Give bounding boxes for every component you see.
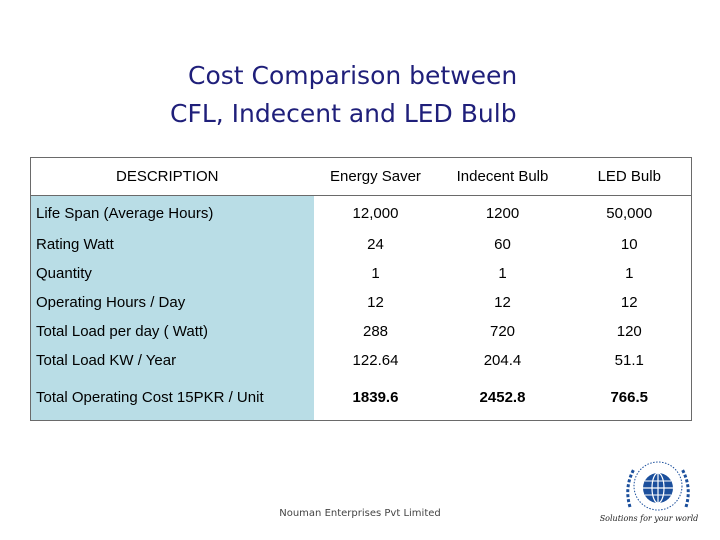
logo-tagline: Solutions for your world bbox=[599, 514, 699, 523]
cell-led-bulb: 120 bbox=[567, 317, 692, 346]
row-label: Rating Watt bbox=[30, 230, 314, 259]
cell-energy-saver: 1839.6 bbox=[313, 375, 438, 421]
cell-energy-saver: 122.64 bbox=[352, 352, 399, 369]
cell-indecent-bulb: 1200 bbox=[485, 204, 520, 222]
cell-indecent-bulb: 204.4 bbox=[483, 352, 522, 369]
footer-company-name: Nouman Enterprises Pvt Limited bbox=[279, 508, 441, 519]
header-led-bulb: LED Bulb bbox=[567, 157, 692, 196]
header-description: DESCRIPTION bbox=[30, 157, 314, 196]
table-row: Total Operating Cost 15PKR / Unit 1839.6… bbox=[30, 375, 692, 421]
table-row: Rating Watt 24 60 10 bbox=[30, 230, 692, 259]
cell-energy-saver: 288 bbox=[362, 323, 389, 340]
title-line-1: Cost Comparison between bbox=[188, 61, 518, 90]
header-energy-saver: Energy Saver bbox=[313, 157, 438, 196]
cell-led-bulb: 12 bbox=[567, 288, 692, 317]
cell-energy-saver: 24 bbox=[367, 236, 384, 253]
un-global-compact-globe-icon bbox=[626, 461, 690, 511]
un-global-compact-logo: Solutions for your world bbox=[600, 455, 698, 535]
row-label: Total Operating Cost 15PKR / Unit bbox=[30, 375, 314, 421]
table-row: Life Span (Average Hours) 12,000 1200 50… bbox=[30, 195, 692, 230]
cell-indecent-bulb: 1 bbox=[498, 265, 507, 282]
header-indecent-bulb: Indecent Bulb bbox=[437, 157, 568, 196]
table-header-row: DESCRIPTION Energy Saver Indecent Bulb L… bbox=[30, 157, 692, 196]
cell-indecent-bulb: 2452.8 bbox=[437, 375, 568, 421]
row-label: Total Load per day ( Watt) bbox=[30, 317, 314, 346]
comparison-table: DESCRIPTION Energy Saver Indecent Bulb L… bbox=[30, 157, 692, 421]
table-row: Total Load per day ( Watt) 288 720 120 bbox=[30, 317, 692, 346]
cell-indecent-bulb: 12 bbox=[494, 294, 511, 311]
row-label: Quantity bbox=[30, 259, 314, 288]
cell-indecent-bulb: 60 bbox=[494, 236, 511, 253]
title-line-2: CFL, Indecent and LED Bulb bbox=[170, 99, 517, 128]
row-label: Total Load KW / Year bbox=[30, 346, 314, 375]
cell-led-bulb: 51.1 bbox=[567, 346, 692, 375]
cell-indecent-bulb: 720 bbox=[489, 323, 516, 340]
table-row: Operating Hours / Day 12 12 12 bbox=[30, 288, 692, 317]
table-row: Quantity 1 1 1 bbox=[30, 259, 692, 288]
table-row: Total Load KW / Year 122.64 204.4 51.1 bbox=[30, 346, 692, 375]
cell-led-bulb: 10 bbox=[567, 230, 692, 259]
cell-led-bulb: 766.5 bbox=[567, 375, 692, 421]
row-label: Operating Hours / Day bbox=[30, 288, 314, 317]
cell-led-bulb: 50,000 bbox=[567, 195, 692, 230]
row-label: Life Span (Average Hours) bbox=[30, 195, 314, 230]
cell-energy-saver: 12 bbox=[367, 294, 384, 311]
cell-led-bulb: 1 bbox=[567, 259, 692, 288]
cell-energy-saver: 1 bbox=[371, 265, 380, 282]
cell-energy-saver: 12,000 bbox=[352, 204, 399, 222]
